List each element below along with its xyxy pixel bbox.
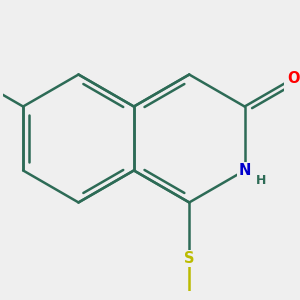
Text: N: N bbox=[238, 163, 251, 178]
Text: S: S bbox=[184, 251, 194, 266]
Text: O: O bbox=[287, 71, 300, 86]
Text: H: H bbox=[256, 174, 266, 187]
